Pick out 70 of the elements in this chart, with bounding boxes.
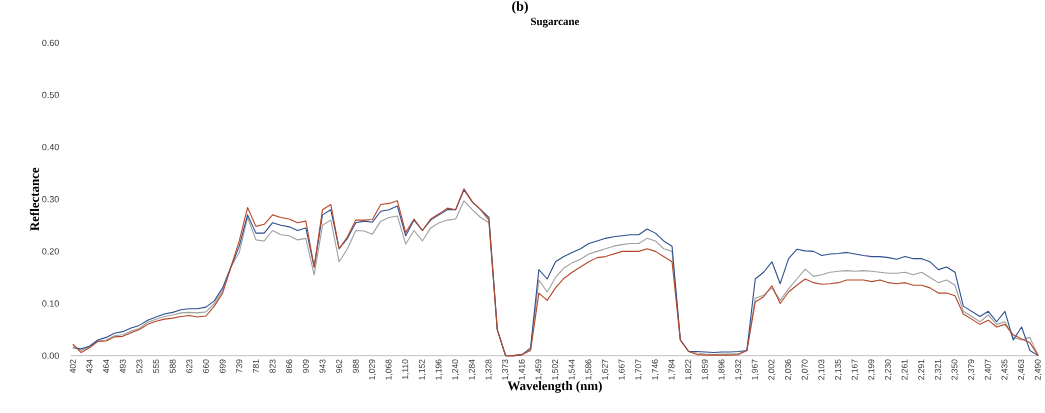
x-tick-label: 1,373 bbox=[502, 359, 510, 380]
x-tick-label: 1,029 bbox=[368, 359, 376, 380]
x-tick-label: 1,284 bbox=[468, 359, 476, 380]
x-tick-label: 1,459 bbox=[535, 359, 543, 380]
x-tick-label: 1,859 bbox=[701, 359, 709, 380]
y-tick-label: 0.60 bbox=[42, 39, 59, 46]
x-tick-label: 2,230 bbox=[884, 359, 892, 380]
x-tick-label: 1,328 bbox=[485, 359, 493, 380]
x-axis-title: Wavelength (nm) bbox=[507, 380, 602, 393]
x-tick-label: 2,435 bbox=[1001, 359, 1009, 380]
y-tick-label: 0.20 bbox=[42, 248, 59, 255]
x-tick-label: 2,167 bbox=[851, 359, 859, 380]
x-tick-label: 1,586 bbox=[585, 359, 593, 380]
x-tick-label: 1,784 bbox=[668, 359, 676, 380]
x-tick-label: 523 bbox=[136, 359, 143, 373]
x-tick-label: 2,036 bbox=[785, 359, 793, 380]
x-tick-label: 1,110 bbox=[402, 359, 410, 379]
x-tick-label: 2,103 bbox=[818, 359, 826, 380]
x-tick-label: 1,068 bbox=[385, 359, 393, 380]
x-tick-label: 988 bbox=[352, 359, 359, 373]
x-tick-label: 2,490 bbox=[1034, 359, 1042, 380]
x-tick-label: 1,544 bbox=[568, 359, 576, 380]
x-tick-label: 1,932 bbox=[735, 359, 743, 380]
x-tick-label: 962 bbox=[336, 359, 343, 373]
x-tick-label: 660 bbox=[202, 359, 209, 373]
x-tick-label: 2,002 bbox=[768, 359, 776, 380]
x-tick-label: 781 bbox=[252, 359, 259, 373]
x-tick-label: 1,502 bbox=[552, 359, 559, 380]
x-tick-label: 1,196 bbox=[435, 359, 443, 380]
x-tick-label: 493 bbox=[119, 359, 126, 373]
x-tick-label: 555 bbox=[153, 359, 159, 373]
x-tick-label: 2,261 bbox=[901, 359, 909, 380]
x-tick-label: 2,350 bbox=[951, 359, 959, 380]
x-tick-label: 1,152 bbox=[418, 359, 426, 380]
text: (b) bbox=[512, 0, 528, 14]
x-tick-label: 1,667 bbox=[618, 359, 626, 380]
x-tick-label: 2,070 bbox=[801, 359, 809, 380]
y-tick-label: 0.50 bbox=[42, 91, 59, 98]
x-tick-label: 464 bbox=[103, 359, 110, 373]
x-tick-label: 1,707 bbox=[635, 359, 643, 380]
x-tick-label: 2,407 bbox=[984, 359, 992, 380]
y-tick-label: 0.00 bbox=[42, 352, 59, 359]
x-tick-label: 909 bbox=[302, 359, 309, 373]
chart-title: Sugarcane bbox=[531, 17, 580, 28]
x-tick-label: 2,321 bbox=[934, 359, 942, 380]
x-tick-label: 823 bbox=[269, 359, 276, 373]
x-tick-label: 943 bbox=[319, 359, 326, 373]
x-tick-label: 623 bbox=[186, 359, 193, 373]
x-tick-label: 1,627 bbox=[601, 359, 609, 380]
x-tick-label: 866 bbox=[286, 359, 293, 373]
x-tick-label: 588 bbox=[169, 359, 176, 373]
x-tick-label: 1,967 bbox=[751, 359, 759, 380]
x-tick-label: 2,463 bbox=[1018, 359, 1026, 380]
x-tick-label: 2,199 bbox=[868, 359, 876, 380]
x-tick-label: 402 bbox=[69, 359, 76, 373]
x-tick-label: 699 bbox=[219, 359, 226, 373]
x-tick-label: 1,746 bbox=[651, 359, 659, 380]
x-tick-label: 434 bbox=[86, 359, 93, 373]
x-tick-label: 739 bbox=[236, 359, 243, 373]
y-tick-label: 0.40 bbox=[42, 143, 59, 151]
x-tick-label: 1,896 bbox=[718, 359, 726, 380]
x-tick-label: 2,291 bbox=[918, 359, 926, 380]
x-tick-label: 1,416 bbox=[518, 359, 526, 380]
x-tick-label: 1,822 bbox=[685, 359, 693, 380]
x-tick-label: 2,135 bbox=[835, 359, 842, 380]
x-tick-label: 2,379 bbox=[968, 359, 976, 380]
y-axis-title: Reflectance bbox=[29, 167, 40, 231]
x-tick-label: 1,240 bbox=[452, 359, 460, 380]
y-tick-label: 0.10 bbox=[42, 300, 59, 307]
y-tick-label: 0.30 bbox=[42, 195, 59, 203]
